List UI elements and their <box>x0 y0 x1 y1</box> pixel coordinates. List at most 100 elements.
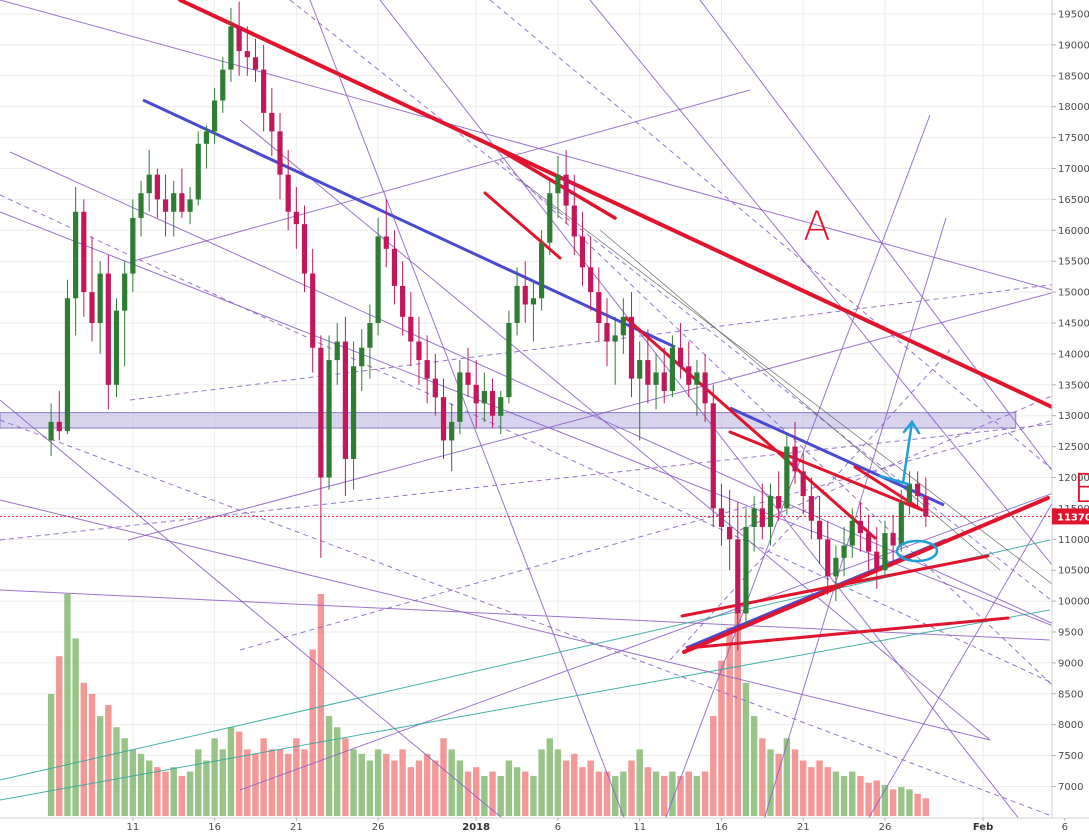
price-tick-label: 12000 <box>1058 473 1089 484</box>
red-trend-line <box>686 616 1010 650</box>
candle-body <box>277 131 283 175</box>
volume-bar <box>505 760 513 816</box>
trend-line <box>699 0 1089 521</box>
price-tick-label: 10000 <box>1058 597 1089 608</box>
candle-body <box>669 347 675 391</box>
trend-line <box>0 419 1089 541</box>
volume-bar <box>448 749 455 816</box>
candle-body <box>383 236 389 249</box>
candle-body <box>833 557 839 577</box>
candle-body <box>530 298 537 305</box>
volume-bar <box>137 753 145 816</box>
volume-bar <box>898 787 905 816</box>
current-price-label: 11370 <box>1057 512 1089 523</box>
volume-bar <box>922 798 930 816</box>
time-tick-label: 11 <box>633 822 646 833</box>
volume-bar <box>865 782 872 816</box>
time-axis[interactable]: 11 16 21 26 2018 6 11 16 21 26 Feb 6 <box>0 817 1089 833</box>
volume-bar <box>268 749 276 816</box>
volume-bar <box>857 776 864 816</box>
candle-body <box>776 496 782 509</box>
candle-body <box>514 285 520 323</box>
volume-bar <box>677 776 684 816</box>
candle-body <box>269 112 275 132</box>
price-tick-label: 13500 <box>1058 380 1089 391</box>
candle-body <box>113 310 120 385</box>
time-tick-label: 2018 <box>462 822 490 833</box>
trend-line <box>309 0 631 833</box>
price-tick-label: 17000 <box>1058 164 1089 175</box>
trend-line <box>289 0 1089 631</box>
candle-body <box>539 242 545 299</box>
volume-bar <box>840 776 848 816</box>
volume-bar <box>72 638 79 816</box>
price-tick-label: 10500 <box>1058 566 1089 577</box>
price-tick-label: 14000 <box>1058 349 1089 360</box>
volume-bar <box>88 693 96 816</box>
price-tick-label: 16000 <box>1058 226 1089 237</box>
volume-bar <box>546 738 553 816</box>
volume-bar <box>227 727 235 816</box>
volume-bar <box>652 771 660 816</box>
candle-body <box>661 372 667 391</box>
candle-body <box>808 496 814 521</box>
candle-body <box>604 323 610 342</box>
candle-body <box>579 236 586 268</box>
candle-body <box>473 384 479 404</box>
volume-bar <box>211 738 218 816</box>
volume-bar <box>783 738 791 816</box>
volume-bar <box>80 682 87 816</box>
volume-bar <box>685 771 692 816</box>
volume-bar <box>325 716 333 816</box>
volume-bar <box>849 771 856 816</box>
volume-bar <box>334 727 341 816</box>
candle-body <box>424 360 430 379</box>
candle-body <box>555 174 561 194</box>
trend-line <box>0 211 1089 641</box>
price-axis[interactable]: 7000 7500 8000 8500 9000 9500 10000 10500 11000 1… <box>1051 0 1089 833</box>
volume-bar <box>824 767 831 816</box>
candle-body <box>301 224 308 274</box>
volume-bar <box>889 789 897 816</box>
candle-body <box>588 267 594 293</box>
time-tick-label: 21 <box>797 822 810 833</box>
price-tick-label: 9000 <box>1058 658 1083 669</box>
volume-bar <box>587 760 594 816</box>
candle-body <box>293 211 299 225</box>
price-tick-label: 16500 <box>1058 195 1089 206</box>
price-tick-label: 15500 <box>1058 257 1089 268</box>
volume-bar <box>423 753 431 816</box>
candle-body <box>915 483 921 497</box>
candle-body <box>334 341 340 361</box>
trend-line <box>129 279 1089 401</box>
candle-body <box>432 378 438 398</box>
candle-body <box>359 347 365 367</box>
volume-bar <box>195 749 202 816</box>
cyan-arrow-base <box>878 474 910 486</box>
candle-body <box>187 199 193 212</box>
price-tick-label: 8000 <box>1058 720 1083 731</box>
time-tick-label: 6 <box>1062 822 1068 833</box>
volume-bar <box>914 793 921 816</box>
candle-body <box>81 211 87 293</box>
candle-body <box>310 273 316 348</box>
candle-body <box>506 323 512 398</box>
volume-bar <box>710 716 717 816</box>
candle-body <box>498 397 504 416</box>
candle-body <box>735 539 741 614</box>
cyan-arrow-shaft <box>901 420 914 485</box>
candle-body <box>727 526 733 540</box>
volume-bar <box>432 760 439 816</box>
candle-body <box>686 366 692 385</box>
candle-body <box>898 502 904 546</box>
candle-body <box>212 100 218 132</box>
candle-body <box>890 533 896 546</box>
volume-bar <box>873 780 880 816</box>
candle-body <box>743 526 749 614</box>
candle-body <box>48 421 54 441</box>
trend-line <box>499 159 1089 721</box>
volume-bar <box>693 776 701 816</box>
volume-bar <box>791 749 799 816</box>
volume-bar <box>530 776 537 816</box>
